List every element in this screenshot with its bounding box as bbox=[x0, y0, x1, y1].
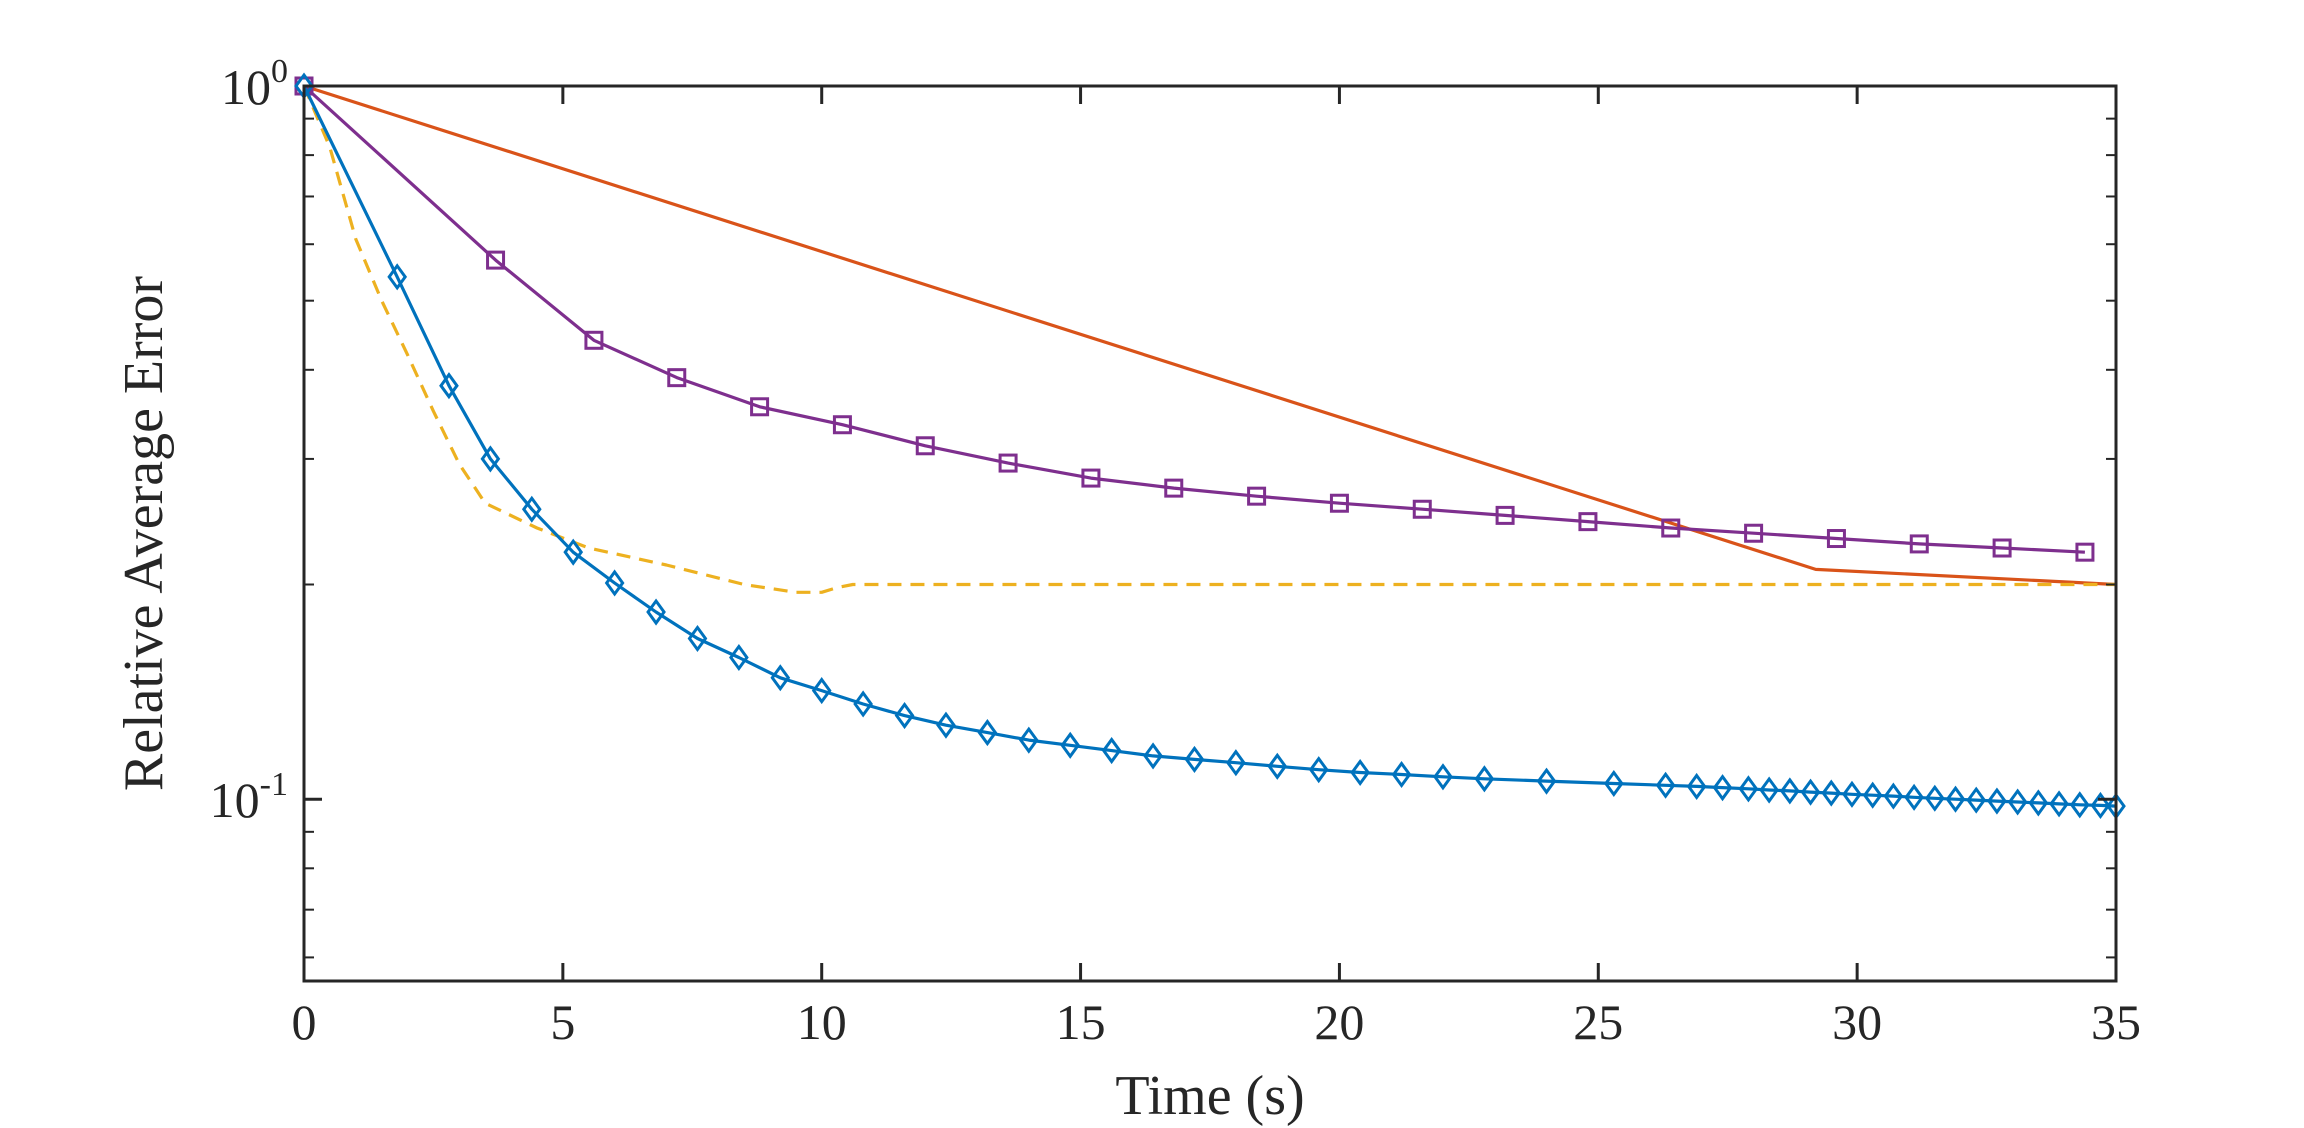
marker-diamond bbox=[1686, 772, 1707, 800]
marker-diamond bbox=[1712, 774, 1733, 802]
marker-diamond bbox=[1184, 745, 1205, 773]
marker-diamond bbox=[770, 664, 791, 692]
x-axis-title: Time (s) bbox=[1115, 1065, 1304, 1127]
marker-diamond bbox=[1474, 765, 1495, 793]
series-blue-diamonds bbox=[294, 72, 2126, 820]
marker-diamond bbox=[687, 624, 708, 653]
marker-square bbox=[750, 397, 770, 417]
marker-diamond bbox=[646, 598, 666, 626]
marker-diamond bbox=[387, 263, 408, 291]
marker-diamond bbox=[1924, 784, 1945, 812]
marker-square bbox=[1661, 518, 1681, 538]
y-tick-base: 10 bbox=[210, 772, 260, 828]
series-line-orange-solid bbox=[303, 84, 2117, 587]
marker-diamond bbox=[563, 538, 584, 566]
marker-diamond bbox=[2069, 791, 2090, 819]
marker-square bbox=[1909, 534, 1929, 554]
series-yellow-dashed bbox=[302, 85, 2116, 594]
x-tick-label: 35 bbox=[2091, 994, 2141, 1050]
marker-diamond bbox=[1904, 783, 1924, 811]
y-tick-base: 10 bbox=[221, 59, 271, 115]
marker-square bbox=[2075, 542, 2095, 562]
series-line-purple-squares bbox=[302, 84, 2085, 554]
marker-diamond bbox=[1821, 779, 1842, 807]
marker-square bbox=[998, 453, 1018, 473]
x-tick-label: 0 bbox=[292, 994, 317, 1050]
marker-diamond bbox=[1883, 782, 1904, 810]
marker-diamond bbox=[1759, 776, 1779, 804]
marker-diamond bbox=[1603, 769, 1624, 798]
marker-square bbox=[1164, 478, 1184, 498]
marker-square bbox=[1495, 505, 1515, 525]
y-tick-label: 100 bbox=[221, 53, 288, 115]
marker-diamond bbox=[2028, 789, 2049, 817]
marker-square bbox=[1744, 523, 1764, 543]
x-tick-label: 25 bbox=[1573, 994, 1623, 1050]
marker-diamond bbox=[1350, 758, 1370, 787]
marker-diamond bbox=[729, 643, 749, 672]
marker-diamond bbox=[2007, 788, 2028, 816]
marker-square bbox=[832, 415, 852, 435]
marker-square bbox=[1578, 512, 1598, 532]
marker-diamond bbox=[1267, 752, 1288, 780]
marker-square bbox=[486, 250, 506, 270]
marker-diamond bbox=[936, 711, 956, 739]
series-purple-squares bbox=[294, 76, 2095, 562]
marker-square bbox=[1247, 486, 1267, 506]
marker-square bbox=[1826, 529, 1846, 549]
marker-diamond bbox=[853, 690, 873, 718]
marker-diamond bbox=[1862, 781, 1883, 809]
marker-diamond bbox=[1945, 785, 1966, 813]
marker-diamond bbox=[1433, 763, 1453, 791]
x-tick-label: 30 bbox=[1832, 994, 1882, 1050]
series-line-yellow-dashed bbox=[302, 85, 2116, 594]
marker-square bbox=[584, 330, 604, 350]
marker-diamond bbox=[2049, 790, 2069, 818]
marker-diamond bbox=[1308, 756, 1329, 784]
marker-square bbox=[1992, 538, 2012, 558]
y-tick-exponent: -1 bbox=[260, 766, 288, 803]
marker-diamond bbox=[1987, 787, 2007, 815]
marker-diamond bbox=[1226, 749, 1246, 777]
x-tick-label: 10 bbox=[797, 994, 847, 1050]
marker-diamond bbox=[1738, 775, 1759, 803]
marker-diamond bbox=[894, 702, 915, 730]
marker-diamond bbox=[480, 445, 501, 473]
marker-square bbox=[1329, 493, 1349, 513]
marker-diamond bbox=[2090, 791, 2111, 819]
marker-diamond bbox=[1800, 778, 1821, 806]
y-axis-title: Relative Average Error bbox=[113, 276, 175, 792]
marker-square bbox=[915, 436, 935, 456]
marker-diamond bbox=[1391, 760, 1412, 789]
marker-diamond bbox=[1655, 771, 1676, 799]
marker-diamond bbox=[1060, 731, 1081, 759]
marker-diamond bbox=[1101, 737, 1122, 765]
x-tick-label: 5 bbox=[550, 994, 575, 1050]
marker-diamond bbox=[1536, 767, 1557, 795]
marker-diamond bbox=[1842, 780, 1862, 808]
marker-square bbox=[1081, 468, 1101, 488]
marker-diamond bbox=[1018, 726, 1039, 754]
marker-square bbox=[1412, 499, 1432, 519]
marker-diamond bbox=[1779, 777, 1800, 805]
marker-square bbox=[667, 368, 687, 388]
marker-diamond bbox=[604, 569, 625, 597]
y-tick-exponent: 0 bbox=[271, 53, 288, 90]
x-tick-label: 20 bbox=[1314, 994, 1364, 1050]
marker-diamond bbox=[439, 372, 459, 400]
series-layer bbox=[294, 72, 2126, 820]
series-orange-solid bbox=[303, 84, 2117, 587]
x-tick-label: 15 bbox=[1056, 994, 1106, 1050]
y-tick-label: 10-1 bbox=[210, 766, 288, 828]
plot-frame bbox=[302, 84, 2118, 983]
series-line-blue-diamonds bbox=[302, 85, 2117, 808]
marker-diamond bbox=[1966, 786, 1987, 814]
marker-diamond bbox=[811, 677, 832, 705]
marker-diamond bbox=[521, 495, 542, 523]
marker-diamond bbox=[1143, 742, 1163, 770]
marker-diamond bbox=[977, 719, 998, 747]
